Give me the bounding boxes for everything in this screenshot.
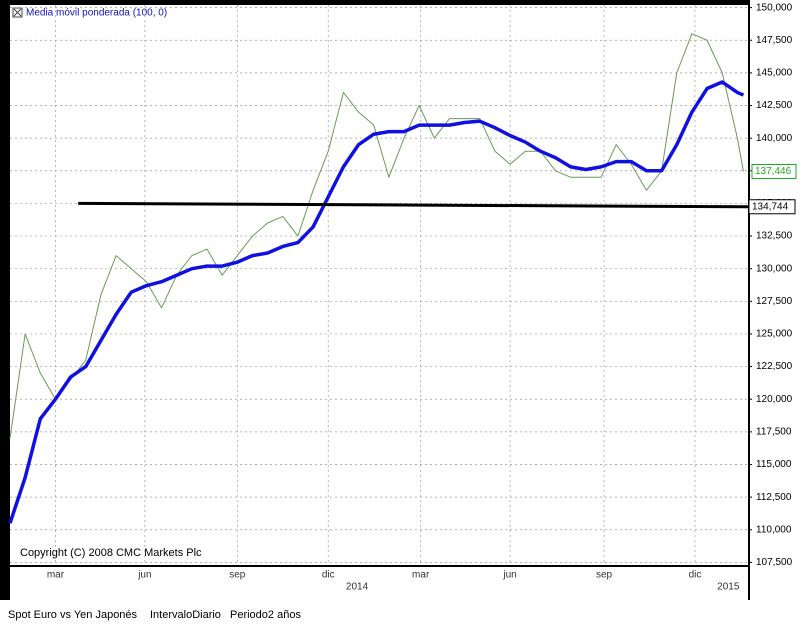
y-tick-label: 145,000 (756, 68, 793, 79)
last-price-label: 137,446 (755, 166, 792, 177)
series-line (8, 80, 745, 524)
y-tick-label: 130,000 (756, 263, 793, 274)
y-tick-label: 117,500 (756, 426, 792, 437)
footer-text: Spot Euro vs Yen Japonés (8, 609, 138, 621)
plot-area (10, 5, 748, 565)
y-tick-label: 122,500 (756, 361, 793, 372)
y-tick-label: 110,000 (756, 524, 792, 535)
y-tick-label: 120,000 (756, 394, 793, 405)
y-tick-label: 132,500 (756, 231, 793, 242)
y-tick-label: 142,500 (756, 100, 793, 111)
y-axis-panel (750, 0, 800, 600)
x-tick-label: jun (502, 570, 516, 581)
copyright: Copyright (C) 2008 CMC Markets Plc (20, 547, 202, 559)
footer-text: IntervaloDiario (150, 609, 221, 621)
year-label: 2014 (346, 582, 369, 593)
footer (0, 600, 800, 625)
x-tick-label: jun (137, 570, 151, 581)
footer-text: Periodo2 años (230, 609, 301, 621)
y-tick-label: 107,500 (756, 557, 793, 568)
support-label: 134,744 (752, 201, 789, 212)
y-tick-label: 127,500 (756, 296, 793, 307)
year-label: 2015 (717, 582, 740, 593)
x-tick-label: dic (322, 570, 335, 581)
x-tick-label: sep (229, 570, 246, 581)
x-tick-label: sep (596, 570, 613, 581)
legend-icon-x (13, 8, 22, 17)
x-tick-label: mar (47, 570, 65, 581)
y-tick-label: 147,500 (756, 35, 793, 46)
y-tick-label: 125,000 (756, 329, 793, 340)
last-price-box (751, 163, 797, 179)
legend-label: Media móvil ponderada (100, 0) (26, 8, 167, 19)
support-line (78, 201, 749, 209)
x-tick-label: dic (689, 570, 702, 581)
y-tick-label: 150,000 (756, 2, 793, 13)
x-tick-label: mar (412, 570, 430, 581)
y-tick-label: 112,500 (756, 492, 792, 503)
x-axis-panel (10, 567, 748, 600)
y-tick-label: 115,000 (756, 459, 792, 470)
support-label-box (748, 199, 796, 215)
y-tick-label: 140,000 (756, 133, 793, 144)
